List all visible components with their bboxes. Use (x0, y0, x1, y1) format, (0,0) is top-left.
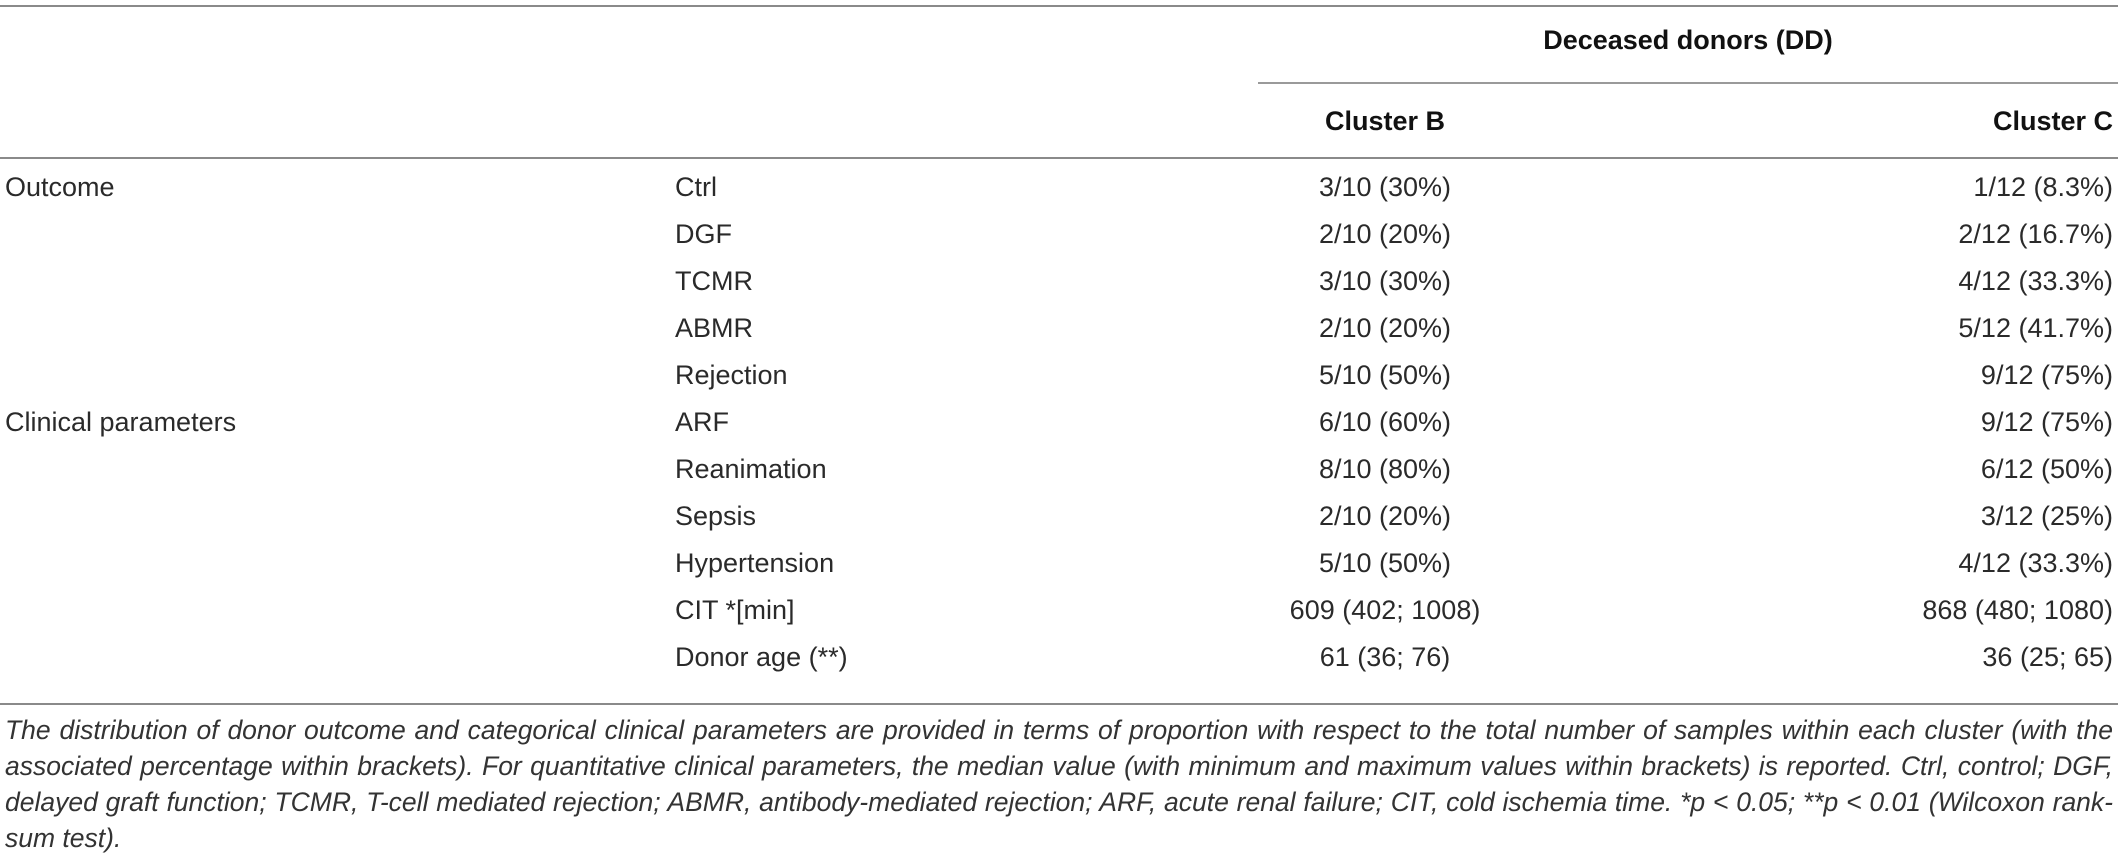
table-footnote: The distribution of donor outcome and ca… (5, 715, 2113, 853)
table-row: Rejection 5/10 (50%) 9/12 (75%) (0, 354, 2118, 401)
parameter-label: DGF (675, 219, 732, 249)
parameter-label: Donor age (**) (675, 642, 848, 672)
table-row: Sepsis 2/10 (20%) 3/12 (25%) (0, 495, 2118, 542)
section-label: Outcome (5, 172, 115, 202)
cluster-b-value: 3/10 (30%) (1318, 172, 1452, 202)
table-row: DGF 2/10 (20%) 2/12 (16.7%) (0, 213, 2118, 260)
cluster-c-value: 1/12 (8.3%) (1973, 172, 2113, 202)
cluster-c-value: 5/12 (41.7%) (1958, 313, 2113, 343)
parameter-label: ABMR (675, 313, 754, 343)
table-row: Clinical parameters ARF 6/10 (60%) 9/12 … (0, 401, 2118, 448)
parameter-label: TCMR (675, 266, 753, 296)
cluster-b-value: 609 (402; 1008) (1289, 595, 1481, 625)
table-row: CIT *[min] 609 (402; 1008) 868 (480; 108… (0, 589, 2118, 636)
top-rule (0, 5, 2118, 7)
parameter-label: Rejection (675, 360, 788, 390)
cluster-b-value: 61 (36; 76) (1319, 642, 1451, 672)
cluster-c-value: 4/12 (33.3%) (1958, 548, 2113, 578)
cluster-b-value: 5/10 (50%) (1318, 360, 1452, 390)
cluster-c-value: 36 (25; 65) (1982, 642, 2113, 672)
cluster-b-value: 6/10 (60%) (1318, 407, 1452, 437)
cluster-c-value: 4/12 (33.3%) (1958, 266, 2113, 296)
parameter-label: Ctrl (675, 172, 717, 202)
section-label: Clinical parameters (5, 407, 237, 437)
parameter-label: ARF (675, 407, 729, 437)
table-row: ABMR 2/10 (20%) 5/12 (41.7%) (0, 307, 2118, 354)
parameter-label: Reanimation (675, 454, 827, 484)
table-row: Donor age (**) 61 (36; 76) 36 (25; 65) (0, 636, 2118, 683)
bottom-rule (0, 703, 2118, 705)
cluster-c-value: 868 (480; 1080) (1922, 595, 2113, 625)
column-header-cluster-b: Cluster B (1324, 106, 1446, 136)
header-rule (0, 157, 2118, 159)
cluster-c-value: 2/12 (16.7%) (1958, 219, 2113, 249)
cluster-b-value: 2/10 (20%) (1318, 219, 1452, 249)
cluster-b-value: 5/10 (50%) (1318, 548, 1452, 578)
parameter-label: Sepsis (675, 501, 757, 531)
cluster-c-value: 9/12 (75%) (1980, 360, 2113, 390)
table-row: TCMR 3/10 (30%) 4/12 (33.3%) (0, 260, 2118, 307)
cluster-b-value: 3/10 (30%) (1318, 266, 1452, 296)
table-row: Hypertension 5/10 (50%) 4/12 (33.3%) (0, 542, 2118, 589)
cluster-b-value: 2/10 (20%) (1318, 313, 1452, 343)
group-header-rule (1258, 82, 2118, 84)
cluster-c-value: 3/12 (25%) (1980, 501, 2113, 531)
column-header-cluster-c: Cluster C (1992, 106, 2113, 136)
table-row: Outcome Ctrl 3/10 (30%) 1/12 (8.3%) (0, 166, 2118, 213)
cluster-b-value: 8/10 (80%) (1318, 454, 1452, 484)
parameter-label: Hypertension (675, 548, 835, 578)
parameter-label: CIT *[min] (675, 595, 795, 625)
cluster-c-value: 9/12 (75%) (1980, 407, 2113, 437)
cluster-c-value: 6/12 (50%) (1980, 454, 2113, 484)
cluster-b-value: 2/10 (20%) (1318, 501, 1452, 531)
table-row: Reanimation 8/10 (80%) 6/12 (50%) (0, 448, 2118, 495)
group-header: Deceased donors (DD) (1543, 25, 1833, 55)
